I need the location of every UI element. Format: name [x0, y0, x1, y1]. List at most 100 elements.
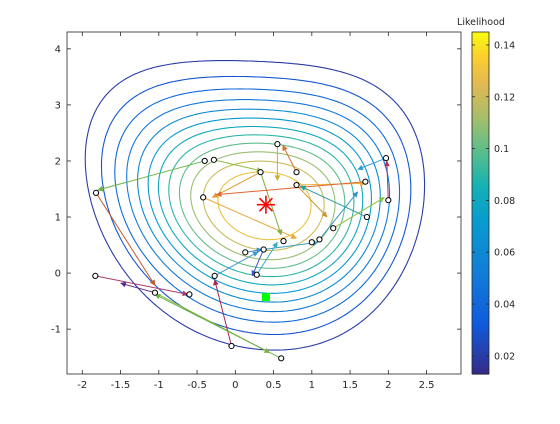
colorbar-swatch	[472, 40, 489, 44]
contour-level-3	[126, 99, 391, 313]
colorbar-swatch	[472, 146, 489, 150]
update-arrow	[260, 172, 283, 236]
update-arrow	[296, 184, 328, 218]
sample-point	[278, 355, 285, 362]
update-arrow	[95, 275, 189, 297]
update-arrow	[299, 185, 368, 218]
colorbar-swatch	[472, 151, 489, 156]
sample-point	[274, 141, 281, 148]
colorbar-swatch	[472, 83, 489, 87]
colorbar-tick-label: 0.04	[494, 300, 515, 311]
update-arrow	[215, 181, 366, 198]
update-arrow	[274, 144, 281, 182]
colorbar-swatch	[472, 277, 489, 281]
colorbar-swatch	[472, 165, 489, 170]
colorbar-swatch	[472, 34, 489, 39]
contour-level-5	[147, 117, 372, 294]
colorbar-swatch	[472, 222, 489, 227]
colorbar-swatch	[472, 268, 489, 272]
sample-point	[382, 155, 390, 162]
colorbar-swatch	[472, 368, 489, 372]
colorbar-swatch	[472, 51, 489, 56]
colorbar-swatch	[472, 356, 489, 361]
x-tick-label: 2	[385, 380, 391, 391]
colorbar-swatch	[472, 89, 489, 93]
colorbar-swatch	[472, 148, 489, 153]
colorbar-swatch	[472, 365, 489, 369]
colorbar-swatch	[472, 157, 489, 161]
y-tick-label: -1	[51, 325, 61, 336]
sample-point	[92, 189, 100, 197]
colorbar-swatch	[472, 294, 489, 298]
plot-frame	[66, 31, 462, 375]
colorbar-swatch	[472, 354, 489, 358]
colorbar-swatch	[472, 342, 489, 347]
colorbar-swatch	[472, 274, 489, 278]
sample-point	[293, 181, 300, 189]
colorbar-swatch	[472, 237, 489, 241]
x-tick-label: -0.5	[187, 380, 207, 391]
contour-level-4	[137, 108, 381, 303]
colorbar-swatch	[472, 271, 489, 275]
sample-point	[228, 342, 235, 350]
colorbar-swatch	[472, 97, 489, 101]
colorbar-swatch	[472, 240, 489, 244]
colorbar-swatch	[472, 103, 489, 107]
x-axis: -2 -1.5 -1 -0.5 0 0.5 1 1.5 2 2.5	[77, 32, 435, 391]
colorbar-swatch	[472, 197, 489, 201]
colorbar-swatch	[472, 80, 489, 84]
colorbar-swatch	[472, 120, 489, 124]
sample-point	[260, 246, 267, 253]
sample-points	[92, 141, 392, 362]
colorbar-swatch	[472, 225, 489, 230]
update-arrow	[384, 160, 390, 201]
colorbar-swatch	[472, 191, 489, 196]
sample-point	[92, 272, 99, 279]
colorbar-swatch	[472, 208, 489, 213]
x-tick-label: -1.5	[111, 380, 131, 391]
contour-level-7	[168, 134, 355, 278]
contour-level-1	[100, 75, 412, 336]
colorbar-swatch	[472, 180, 489, 184]
colorbar-swatch	[472, 288, 489, 292]
update-arrow	[154, 293, 282, 359]
colorbar-frame	[471, 31, 490, 375]
colorbar-swatch	[472, 32, 489, 36]
colorbar-swatch	[472, 140, 489, 144]
colorbar-swatch	[472, 185, 489, 190]
sample-point	[186, 291, 193, 298]
colorbar-label: Likelihood	[457, 17, 505, 28]
update-arrow	[282, 144, 297, 173]
colorbar-swatch	[472, 171, 489, 176]
x-tick-label: 1.5	[342, 380, 358, 391]
colorbar-tick-label: 0.1	[494, 144, 509, 155]
contour-level-6	[157, 125, 364, 286]
colorbar-swatch	[472, 228, 489, 233]
colorbar-swatch	[472, 302, 489, 307]
colorbar-swatch	[472, 106, 489, 110]
y-tick-label: 0	[55, 269, 61, 280]
colorbar-swatch	[472, 248, 489, 253]
update-arrow	[319, 191, 359, 240]
update-arrow	[214, 251, 259, 277]
sample-point	[316, 236, 323, 243]
colorbar-swatch	[472, 123, 489, 127]
update-arrow	[120, 281, 156, 294]
colorbar-swatch	[472, 305, 489, 310]
colorbar-swatch	[472, 86, 489, 90]
colorbar-tick-label: 0.14	[494, 40, 515, 51]
colorbar-swatch	[472, 46, 489, 50]
colorbar-swatch	[472, 254, 489, 258]
colorbar-tick-label: 0.12	[494, 92, 515, 103]
colorbar-swatch	[472, 345, 489, 349]
sample-point	[293, 169, 300, 176]
y-tick-label: 3	[55, 100, 61, 111]
colorbar-swatch	[472, 322, 489, 327]
special-markers	[256, 195, 275, 302]
colorbar-swatch	[472, 231, 489, 235]
sample-point	[253, 271, 260, 278]
colorbar-swatch	[472, 325, 489, 329]
colorbar-swatch	[472, 71, 489, 76]
colorbar-swatch	[472, 348, 489, 352]
